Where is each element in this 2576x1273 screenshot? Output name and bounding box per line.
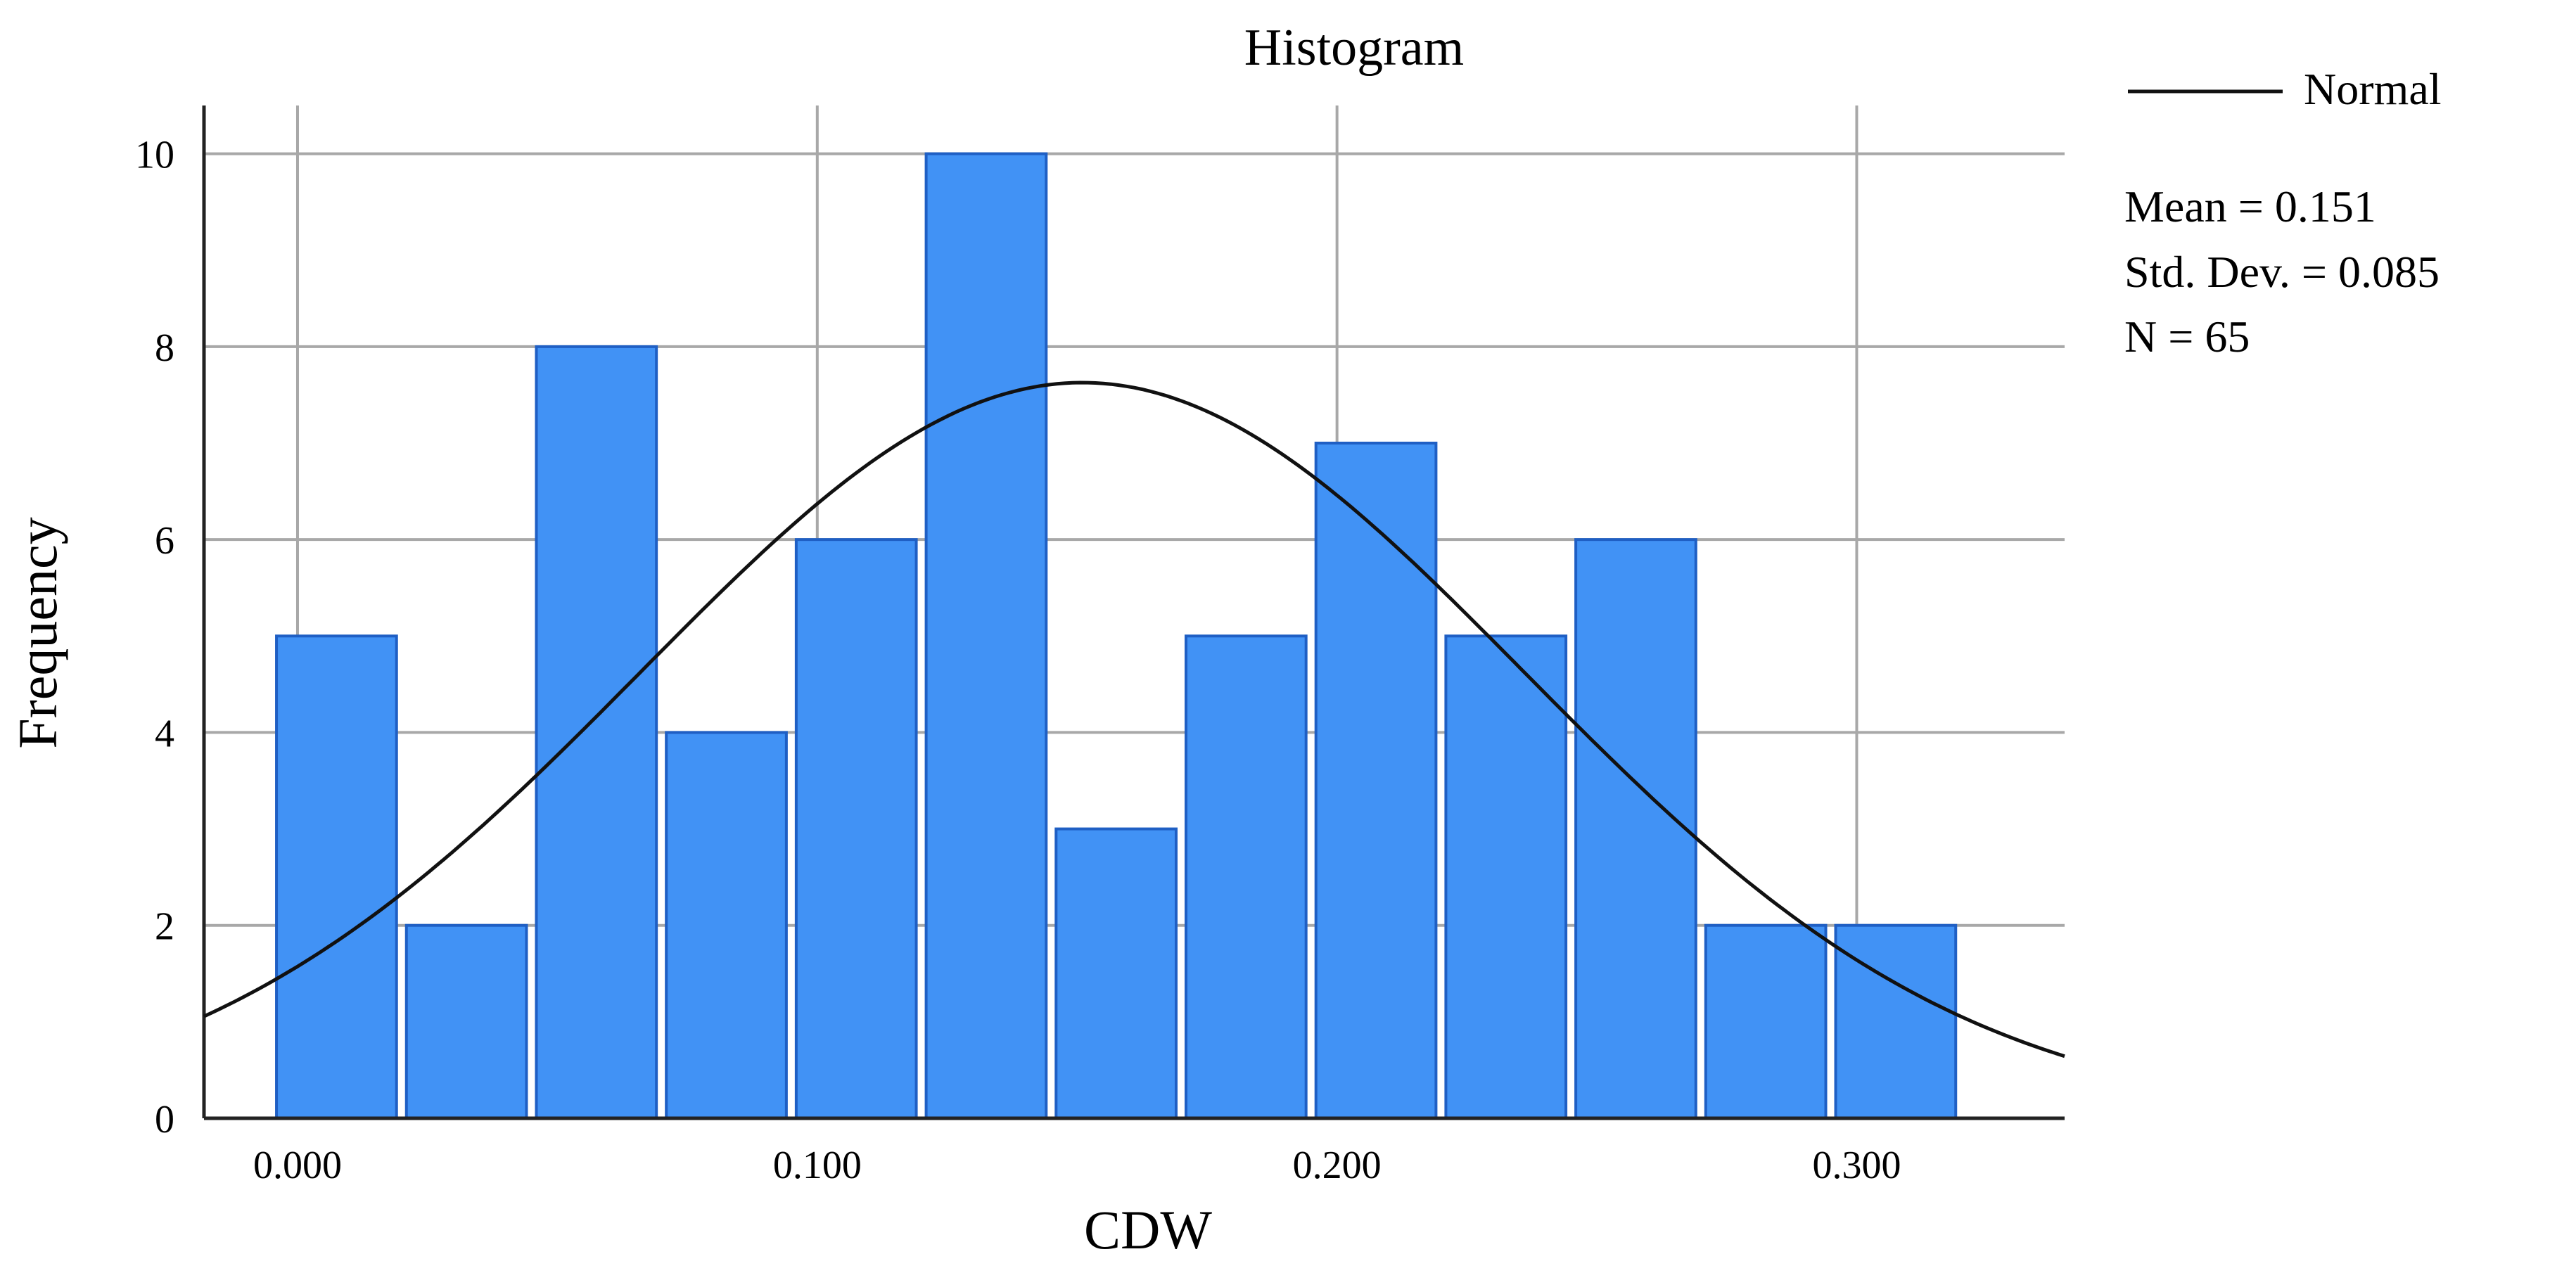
tick-labels: 0.000 0.100 0.200 0.300 0 2 4 6 8 10 bbox=[135, 134, 1901, 1187]
x-tick-label-2: 0.200 bbox=[1293, 1144, 1382, 1187]
histogram-bar-9 bbox=[1444, 634, 1568, 1120]
stat-std-dev: Std. Dev. = 0.085 bbox=[2124, 247, 2440, 297]
legend: Normal bbox=[2128, 64, 2442, 114]
chart-title: Histogram bbox=[1244, 19, 1464, 77]
stat-n: N = 65 bbox=[2124, 312, 2250, 362]
histogram-bar-8 bbox=[1314, 442, 1438, 1120]
y-tick-label-2: 4 bbox=[155, 712, 174, 755]
y-tick-label-0: 0 bbox=[155, 1098, 174, 1141]
histogram-bar-5 bbox=[924, 152, 1048, 1120]
y-tick-label-4: 8 bbox=[155, 326, 174, 370]
y-tick-label-3: 6 bbox=[155, 519, 174, 563]
histogram-bar-12 bbox=[1834, 923, 1958, 1120]
histogram-bar-0 bbox=[275, 634, 398, 1120]
gridlines bbox=[204, 105, 2065, 1118]
x-axis-label: CDW bbox=[1084, 1199, 1212, 1260]
histogram-bar-6 bbox=[1054, 827, 1178, 1120]
histogram-bar-4 bbox=[794, 538, 918, 1120]
x-tick-label-0: 0.000 bbox=[253, 1144, 342, 1187]
axes bbox=[202, 105, 2065, 1120]
normal-curve bbox=[203, 380, 2065, 1058]
y-axis-label: Frequency bbox=[7, 517, 68, 748]
legend-normal-label: Normal bbox=[2304, 64, 2442, 114]
y-tick-label-5: 10 bbox=[135, 134, 174, 177]
histogram-bar-1 bbox=[404, 923, 528, 1120]
x-tick-label-3: 0.300 bbox=[1812, 1144, 1901, 1187]
normal-curve-layer bbox=[203, 380, 2065, 1058]
histogram-bar-10 bbox=[1574, 538, 1697, 1120]
histogram-bar-7 bbox=[1184, 634, 1308, 1120]
histogram-bar-3 bbox=[665, 731, 788, 1120]
histogram-bar-2 bbox=[535, 345, 658, 1120]
statistics-summary: Mean = 0.151 Std. Dev. = 0.085 N = 65 bbox=[2124, 181, 2440, 362]
stat-mean: Mean = 0.151 bbox=[2124, 181, 2376, 231]
y-tick-label-1: 2 bbox=[155, 905, 174, 949]
histogram-bars bbox=[275, 152, 1958, 1120]
x-tick-label-1: 0.100 bbox=[773, 1144, 862, 1187]
histogram-bar-11 bbox=[1704, 923, 1828, 1120]
